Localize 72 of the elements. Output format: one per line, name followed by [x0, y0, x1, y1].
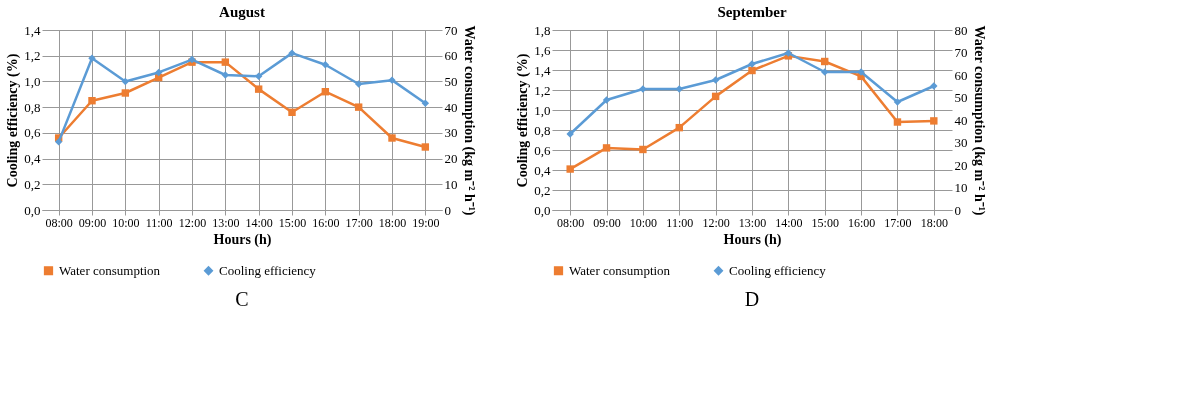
- chart-title: August: [219, 4, 265, 20]
- y-tick-label: 0,6: [534, 142, 551, 158]
- y2-tick-label: 60: [444, 48, 458, 64]
- y2-tick-label: 50: [444, 73, 458, 89]
- x-tick-label: 08:00: [557, 215, 585, 230]
- y2-tick-label: 70: [954, 45, 968, 60]
- y2-axis-title: Water consumption (kg m⁻² h⁻¹): [970, 25, 987, 216]
- y2-tick-label: 10: [954, 180, 968, 195]
- y2-tick-label: 30: [444, 125, 458, 141]
- y-tick-label: 1,4: [24, 22, 41, 38]
- x-tick-label: 09:00: [78, 215, 107, 230]
- x-tick-label: 16:00: [847, 215, 876, 230]
- y2-tick-label: 0: [954, 202, 961, 218]
- y2-tick-label: 40: [444, 99, 458, 115]
- x-tick-label: 18:00: [378, 215, 407, 230]
- chart-title: September: [717, 4, 787, 20]
- y2-tick-label: 10: [444, 176, 458, 192]
- legend-label: Cooling efficiency: [219, 262, 317, 278]
- x-tick-label: 14:00: [245, 215, 273, 230]
- y-tick-label: 0,0: [24, 202, 41, 218]
- y-tick-label: 1,2: [24, 48, 41, 64]
- x-tick-label: 11:00: [145, 215, 173, 230]
- x-tick-label: 18:00: [920, 215, 948, 230]
- y2-tick-label: 50: [954, 90, 968, 105]
- legend-label: Water consumption: [59, 262, 161, 278]
- legend-label: Water consumption: [569, 262, 671, 278]
- y-tick-label: 0,8: [24, 99, 41, 115]
- x-tick-label: 11:00: [666, 215, 694, 230]
- x-tick-label: 13:00: [738, 215, 767, 230]
- x-tick-label: 12:00: [178, 215, 207, 230]
- y-tick-label: 0,4: [24, 151, 41, 167]
- text: D: [744, 288, 760, 310]
- y2-tick-label: 80: [954, 22, 968, 38]
- y-tick-label: 0,2: [24, 176, 41, 192]
- y-tick-label: 0,6: [24, 125, 41, 141]
- x-tick-label: 08:00: [45, 215, 73, 230]
- x-tick-label: 17:00: [345, 215, 373, 230]
- y2-tick-label: 20: [444, 151, 458, 167]
- y-tick-label: 0,0: [534, 202, 551, 218]
- y2-tick-label: 60: [954, 67, 968, 83]
- y-axis-title: Cooling efficiency (%): [5, 53, 22, 188]
- x-tick-label: 13:00: [212, 215, 240, 230]
- y-axis-title: Cooling efficiency (%): [515, 53, 532, 188]
- y2-tick-label: 40: [954, 112, 968, 128]
- legend-label: Cooling efficiency: [729, 262, 827, 278]
- y2-tick-label: 30: [954, 135, 968, 150]
- x-tick-label: 15:00: [811, 215, 839, 230]
- y-tick-label: 1,0: [534, 102, 551, 118]
- x-axis-title: Hours (h): [213, 231, 272, 248]
- x-tick-label: 14:00: [775, 215, 803, 230]
- x-tick-label: 09:00: [593, 215, 621, 230]
- text: C: [235, 288, 249, 310]
- x-tick-label: 15:00: [278, 215, 307, 230]
- y-tick-label: 0,4: [534, 162, 551, 178]
- y2-tick-label: 20: [954, 157, 968, 173]
- y-tick-label: 1,2: [534, 82, 551, 98]
- y-tick-label: 1,4: [534, 62, 551, 78]
- x-tick-label: 12:00: [702, 215, 730, 230]
- x-tick-label: 17:00: [884, 215, 912, 230]
- x-tick-label: 10:00: [629, 215, 658, 230]
- x-tick-label: 16:00: [312, 215, 340, 230]
- y-tick-label: 1,0: [24, 73, 41, 89]
- y-tick-label: 1,6: [534, 42, 551, 58]
- y-tick-label: 1,8: [534, 22, 551, 38]
- x-tick-label: 19:00: [412, 215, 440, 230]
- y2-axis-title: Water consumption (kg m⁻² h⁻¹): [460, 25, 477, 216]
- x-axis-title: Hours (h): [723, 231, 782, 248]
- x-tick-label: 10:00: [112, 215, 140, 230]
- y2-tick-label: 70: [444, 22, 458, 38]
- y-tick-label: 0,2: [534, 182, 551, 198]
- y-tick-label: 0,8: [534, 122, 551, 138]
- y2-tick-label: 0: [444, 202, 451, 218]
